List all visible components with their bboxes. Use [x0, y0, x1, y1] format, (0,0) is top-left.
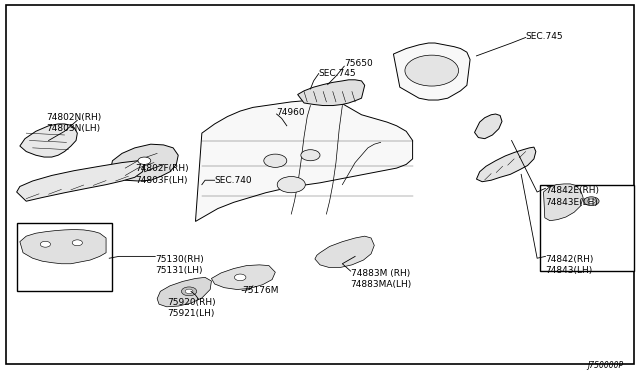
Polygon shape [543, 184, 583, 221]
Text: 74842E(RH)
74843E(LH): 74842E(RH) 74843E(LH) [545, 186, 600, 206]
Polygon shape [394, 43, 470, 100]
Polygon shape [195, 100, 413, 221]
Polygon shape [211, 265, 275, 289]
Text: SEC.745: SEC.745 [525, 32, 563, 41]
Text: 74842(RH)
74843(LH): 74842(RH) 74843(LH) [545, 254, 594, 275]
Text: 75920(RH)
75921(LH): 75920(RH) 75921(LH) [167, 298, 215, 318]
Polygon shape [111, 144, 178, 181]
Circle shape [277, 177, 305, 193]
Text: 75650: 75650 [344, 60, 373, 68]
Text: 74802F(RH)
74803F(LH): 74802F(RH) 74803F(LH) [135, 164, 188, 185]
Polygon shape [298, 80, 365, 106]
Circle shape [40, 241, 51, 247]
Polygon shape [17, 223, 113, 291]
Circle shape [264, 154, 287, 167]
Polygon shape [20, 230, 106, 264]
FancyBboxPatch shape [6, 5, 634, 364]
Polygon shape [157, 278, 211, 307]
Polygon shape [17, 161, 145, 201]
Circle shape [72, 240, 83, 246]
Circle shape [405, 55, 459, 86]
Text: SEC.740: SEC.740 [214, 176, 252, 185]
Text: SEC.745: SEC.745 [319, 69, 356, 78]
Polygon shape [315, 236, 374, 267]
Circle shape [185, 289, 193, 294]
Text: 75176M: 75176M [242, 286, 278, 295]
Text: J750000P: J750000P [588, 360, 623, 369]
Circle shape [181, 287, 196, 296]
Circle shape [584, 197, 599, 206]
Text: 75130(RH)
75131(LH): 75130(RH) 75131(LH) [156, 254, 204, 275]
Polygon shape [476, 147, 536, 182]
Text: 74960: 74960 [276, 108, 305, 118]
Circle shape [588, 199, 595, 203]
Circle shape [138, 157, 151, 164]
Circle shape [301, 150, 320, 161]
Polygon shape [474, 114, 502, 139]
Text: 74802N(RH)
74803N(LH): 74802N(RH) 74803N(LH) [47, 113, 102, 133]
Text: 74883M (RH)
74883MA(LH): 74883M (RH) 74883MA(LH) [351, 269, 412, 289]
Polygon shape [20, 124, 77, 157]
Circle shape [234, 274, 246, 281]
Polygon shape [540, 185, 634, 271]
